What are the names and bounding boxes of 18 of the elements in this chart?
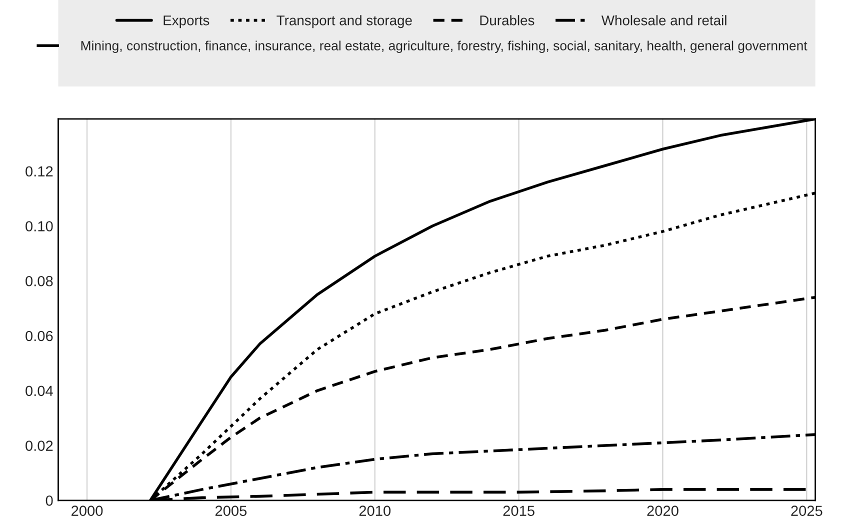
x-tick-label: 2020 — [647, 506, 678, 516]
legend-label: Wholesale and retail — [601, 15, 726, 26]
x-tick-label: 2010 — [359, 506, 391, 516]
legend-label: Transport and storage — [276, 15, 412, 28]
y-tick-label: 0.06 — [26, 330, 53, 342]
y-tick-label: 0.02 — [26, 440, 53, 451]
x-tick-label: 2025 — [791, 506, 822, 516]
legend-label: Exports — [164, 16, 210, 28]
y-tick-label: 0.12 — [26, 166, 53, 177]
y-tick-label: 0 — [46, 496, 53, 506]
y-tick-label: 0.08 — [26, 276, 53, 286]
y-tick-label: 0.04 — [26, 386, 53, 396]
y-tick-label: 0.10 — [26, 221, 53, 232]
legend-label: Durables — [480, 15, 534, 26]
x-tick-label: 2015 — [503, 506, 534, 516]
x-tick-label: 2000 — [72, 506, 103, 516]
x-tick-label: 2005 — [215, 506, 247, 516]
legend-label: Mining, construction, finance, insurance, real estate, agriculture, forestry, fishing, social, sanitary, health, general government — [81, 40, 808, 53]
